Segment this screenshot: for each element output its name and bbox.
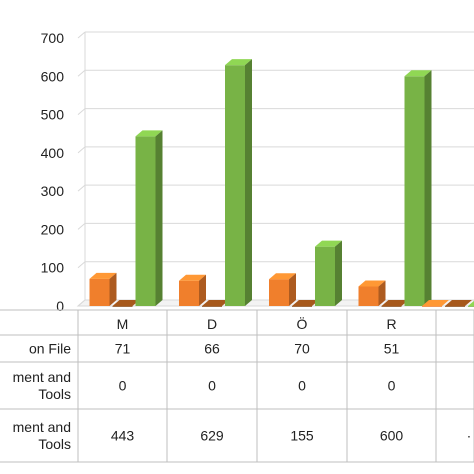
bar-top: [225, 59, 252, 66]
bar-front: [292, 306, 312, 307]
gridline-depth: [77, 223, 86, 230]
data-label: 629: [200, 428, 224, 444]
bar: [269, 273, 296, 306]
bar-top: [269, 273, 296, 280]
data-label: 66: [204, 341, 220, 357]
bar: [445, 300, 472, 307]
bar: [422, 300, 449, 307]
series-label: ment and: [13, 419, 71, 435]
data-label: 0: [298, 378, 306, 394]
series-label: on File: [29, 341, 71, 357]
bar-side: [155, 130, 163, 306]
data-label: 0: [388, 378, 396, 394]
data-label: 600: [380, 428, 404, 444]
y-tick-label: 300: [41, 183, 65, 199]
bar-side: [109, 272, 117, 306]
bar: [315, 240, 342, 306]
bar-front: [468, 306, 474, 307]
bar-front: [202, 306, 222, 307]
category-label: R: [386, 316, 396, 332]
bar-top: [381, 300, 409, 306]
bar-side: [335, 240, 342, 306]
bar-top: [179, 274, 206, 281]
y-tick-label: 200: [41, 221, 65, 237]
series-label: Tools: [38, 436, 71, 452]
category-label: Ö: [297, 315, 308, 332]
bar-top: [468, 300, 474, 306]
y-tick-label: 600: [41, 68, 65, 84]
bar-top: [135, 130, 163, 137]
gridline-depth: [77, 146, 86, 154]
bar-side: [199, 274, 206, 306]
gridline-depth: [77, 31, 86, 39]
bar: [179, 274, 206, 306]
data-label: 51: [384, 341, 400, 357]
bar: [89, 272, 117, 306]
gridline-depth: [77, 108, 86, 115]
bar-side: [378, 280, 386, 306]
bar-front: [315, 246, 335, 306]
bar-top: [422, 300, 449, 306]
category-label: M: [117, 316, 129, 332]
bar-front: [112, 306, 133, 307]
bar-front: [89, 278, 110, 306]
data-label: 70: [294, 341, 310, 357]
bar: [112, 300, 140, 307]
bar-front: [404, 76, 425, 307]
bar: [202, 300, 229, 307]
bar-front: [422, 306, 442, 307]
series-label: Tools: [38, 386, 71, 402]
bar-top: [358, 280, 386, 287]
bar-top: [89, 272, 117, 279]
bar-side: [289, 273, 296, 306]
data-label: ·: [467, 428, 472, 444]
series-label: ment and: [13, 369, 71, 385]
bar-front: [269, 279, 289, 306]
gridline-depth: [77, 299, 86, 307]
bar-top: [292, 300, 319, 306]
bar-front: [179, 280, 199, 306]
gridline-depth: [77, 69, 86, 77]
y-tick-label: 100: [41, 260, 65, 276]
bar: [135, 130, 163, 306]
gridline-depth: [77, 184, 86, 192]
data-label: 71: [115, 341, 131, 357]
data-label: 155: [290, 428, 314, 444]
bar: [292, 300, 319, 307]
y-tick-label: 0: [56, 298, 64, 314]
bar: [381, 300, 409, 307]
bar-front: [445, 306, 465, 307]
bar: [225, 59, 252, 306]
data-label: 443: [111, 428, 135, 444]
bar-top: [112, 300, 140, 306]
bar-front: [225, 65, 245, 306]
data-label: 0: [208, 378, 216, 394]
y-tick-label: 700: [41, 30, 65, 46]
bar-front: [135, 136, 156, 306]
bar: [468, 300, 474, 307]
bar-top: [202, 300, 229, 306]
y-tick-label: 400: [41, 145, 65, 161]
bars: [89, 59, 474, 307]
bar-front: [381, 306, 402, 307]
bar-top: [404, 70, 432, 77]
bar: [358, 280, 386, 306]
data-label: 0: [119, 378, 127, 394]
y-axis: 0 100 200 300 400 500 600 700: [41, 30, 65, 314]
bar-top: [315, 240, 342, 247]
bar-top: [445, 300, 472, 306]
bar-side: [245, 59, 252, 306]
bar: [404, 70, 432, 307]
bar-front: [358, 286, 379, 306]
category-label: D: [207, 316, 217, 332]
gridline-depth: [77, 261, 86, 269]
bar-side: [424, 70, 432, 307]
y-tick-label: 500: [41, 107, 65, 123]
